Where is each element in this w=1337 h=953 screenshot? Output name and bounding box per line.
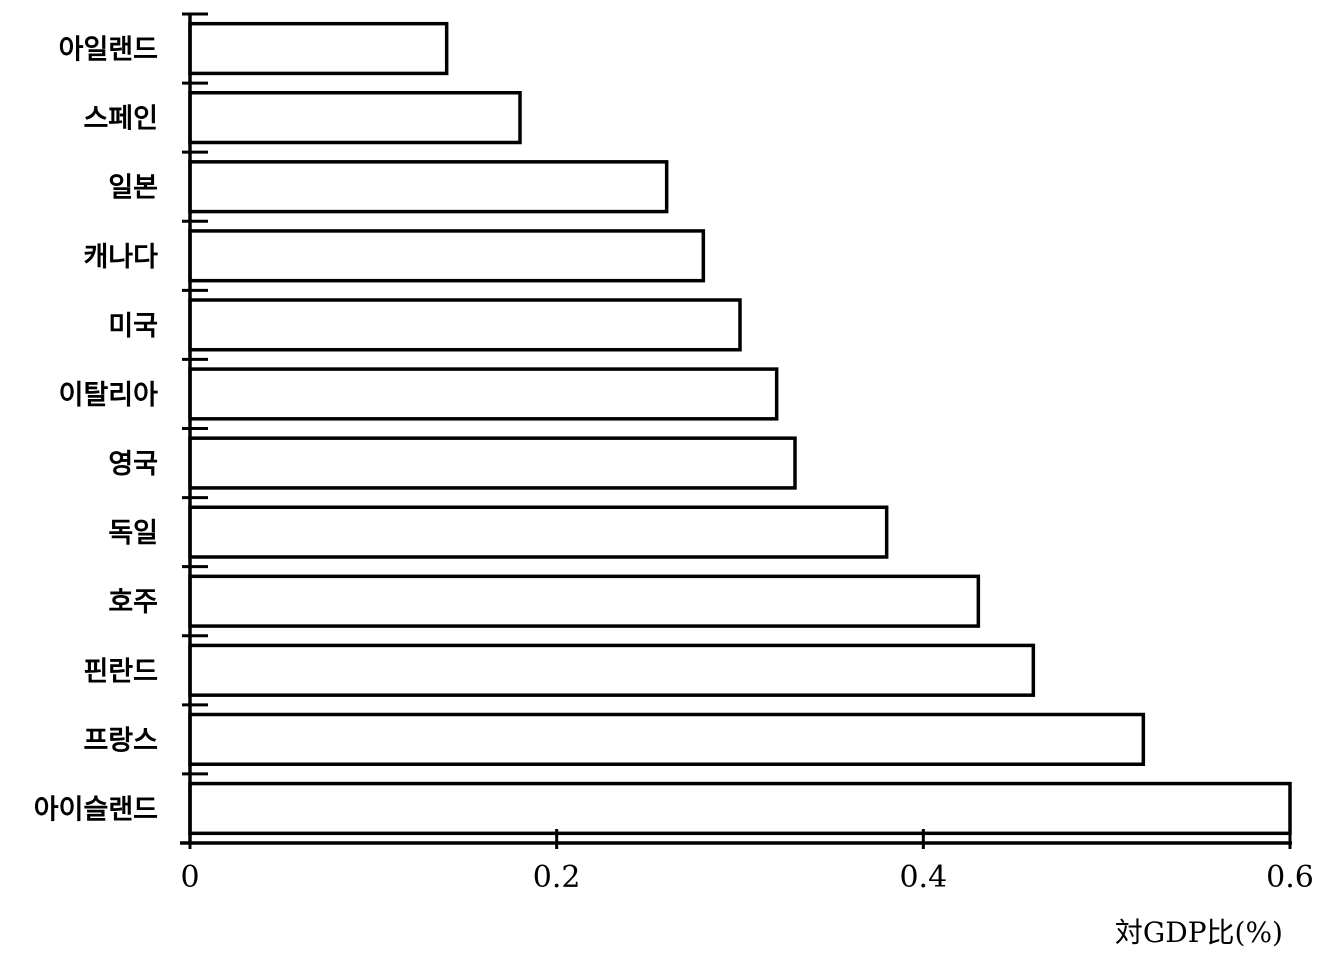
x-tick-label-2: 0.4 [899, 860, 947, 895]
category-label-7: 독일 [108, 518, 158, 549]
category-label-2: 일본 [108, 173, 158, 204]
bar-5 [188, 367, 779, 421]
x-tick-label-1: 0.2 [533, 860, 581, 895]
category-label-0: 아일랜드 [59, 35, 158, 66]
category-label-10: 프랑스 [83, 725, 158, 756]
category-label-9: 핀란드 [83, 656, 158, 687]
bar-2 [188, 160, 669, 214]
bar-8 [188, 574, 981, 628]
category-label-3: 캐나다 [83, 242, 158, 273]
bar-4 [188, 298, 742, 352]
bars-group [188, 21, 1292, 836]
category-label-8: 호주 [108, 587, 158, 618]
bar-7 [188, 505, 889, 559]
x-axis-title: 対GDP比(%) [1115, 916, 1283, 949]
category-label-5: 이탈리아 [59, 380, 159, 411]
bar-0 [188, 21, 449, 76]
x-tick-label-0: 0 [180, 860, 199, 895]
category-label-4: 미국 [108, 311, 158, 342]
axes-group: 0 0.2 0.4 0.6 [180, 12, 1314, 895]
category-label-11: 아이슬랜드 [34, 794, 158, 825]
bar-1 [188, 91, 522, 145]
bar-3 [188, 229, 706, 283]
category-label-1: 스페인 [83, 104, 158, 135]
bar-11 [188, 781, 1292, 836]
bar-10 [188, 712, 1146, 766]
x-tick-label-3: 0.6 [1266, 860, 1314, 895]
bar-9 [188, 643, 1036, 697]
bar-6 [188, 436, 797, 490]
category-label-6: 영국 [108, 449, 158, 480]
